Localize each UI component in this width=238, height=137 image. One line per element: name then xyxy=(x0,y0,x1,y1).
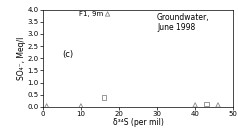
Text: (c): (c) xyxy=(62,50,73,59)
Text: Groundwater,
June 1998: Groundwater, June 1998 xyxy=(157,12,210,32)
Y-axis label: SO₄⁻, Meq/l: SO₄⁻, Meq/l xyxy=(17,37,26,80)
Point xyxy=(45,105,49,107)
Point xyxy=(193,104,197,106)
Point xyxy=(102,97,106,99)
X-axis label: δ³⁴S (per mil): δ³⁴S (per mil) xyxy=(113,118,164,127)
Text: F1, 9m: F1, 9m xyxy=(79,11,103,17)
Point xyxy=(79,105,83,107)
Point xyxy=(205,103,208,105)
Point xyxy=(106,13,109,15)
Point xyxy=(216,104,220,106)
